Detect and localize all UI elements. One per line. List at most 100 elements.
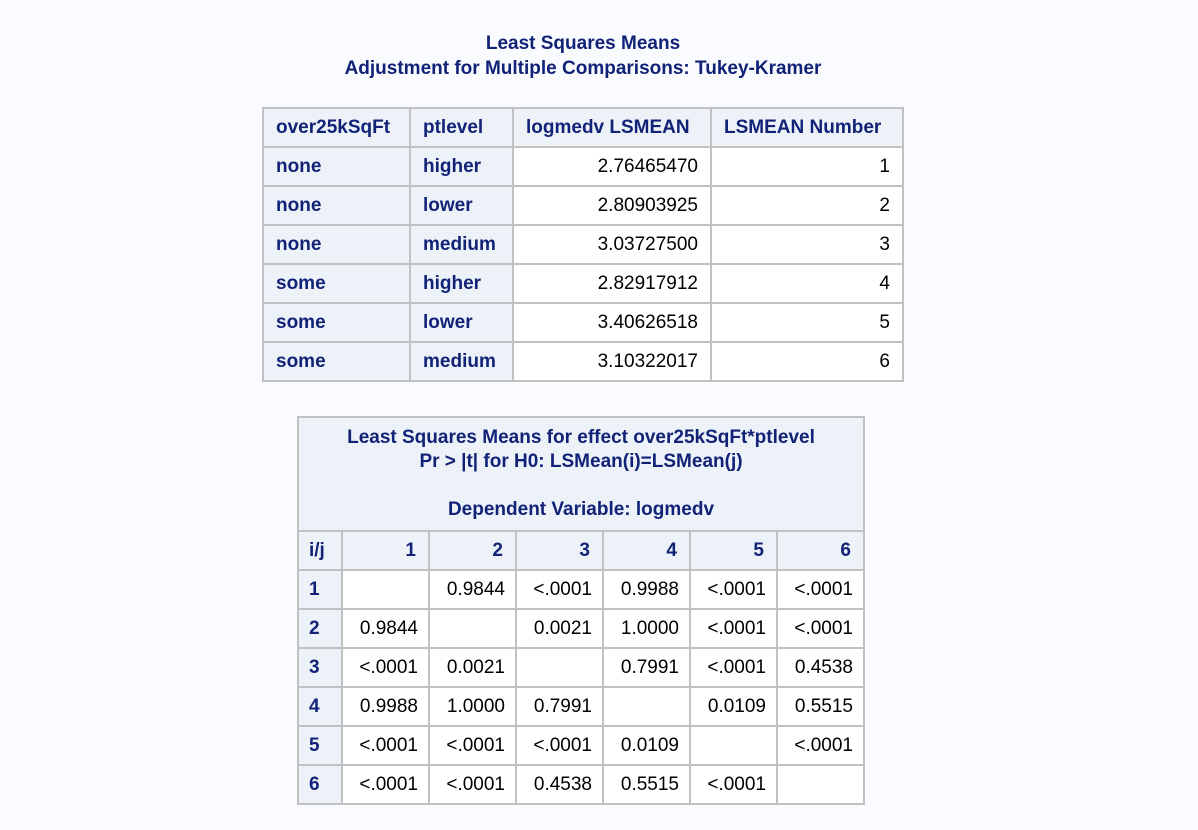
table-cell bbox=[776, 764, 865, 805]
table-row: none higher 2.76465470 1 bbox=[262, 146, 904, 187]
table-cell: <.0001 bbox=[689, 608, 778, 649]
table-cell: 0.9988 bbox=[602, 569, 691, 610]
table-cell: <.0001 bbox=[515, 569, 604, 610]
table-cell: <.0001 bbox=[341, 725, 430, 766]
row-header: some bbox=[262, 302, 411, 343]
column-header: logmedv LSMEAN bbox=[512, 107, 712, 148]
table-cell: 5 bbox=[710, 302, 904, 343]
table-cell: 0.0109 bbox=[602, 725, 691, 766]
column-header: ptlevel bbox=[409, 107, 514, 148]
table-cell bbox=[602, 686, 691, 727]
table-cell: 2.80903925 bbox=[512, 185, 712, 226]
row-header: 1 bbox=[297, 569, 343, 610]
table-cell: 0.0021 bbox=[515, 608, 604, 649]
caption-spacer bbox=[311, 474, 851, 498]
row-header: medium bbox=[409, 224, 514, 265]
table-cell: 3 bbox=[710, 224, 904, 265]
table-cell: 0.7991 bbox=[515, 686, 604, 727]
corner-header: i/j bbox=[297, 530, 343, 571]
table-cell: 3.10322017 bbox=[512, 341, 712, 382]
caption-line-1: Least Squares Means for effect over25kSq… bbox=[347, 427, 815, 448]
pvalue-header-row: i/j 1 2 3 4 5 6 bbox=[297, 530, 865, 571]
table-cell: <.0001 bbox=[515, 725, 604, 766]
column-header: 3 bbox=[515, 530, 604, 571]
table-row: none medium 3.03727500 3 bbox=[262, 224, 904, 265]
table-cell: <.0001 bbox=[341, 647, 430, 688]
column-header: 2 bbox=[428, 530, 517, 571]
table-row: 5 <.0001 <.0001 <.0001 0.0109 <.0001 bbox=[297, 725, 865, 766]
row-header: 3 bbox=[297, 647, 343, 688]
column-header: 6 bbox=[776, 530, 865, 571]
caption-line-2: Pr > |t| for H0: LSMean(i)=LSMean(j) bbox=[419, 451, 743, 472]
row-header: 6 bbox=[297, 764, 343, 805]
table-cell bbox=[341, 569, 430, 610]
table-cell: 0.9844 bbox=[341, 608, 430, 649]
row-header: medium bbox=[409, 341, 514, 382]
table-cell: 0.9844 bbox=[428, 569, 517, 610]
lsmeans-header-row: over25kSqFt ptlevel logmedv LSMEAN LSMEA… bbox=[262, 107, 904, 148]
table-cell: <.0001 bbox=[776, 608, 865, 649]
table-cell: 1.0000 bbox=[602, 608, 691, 649]
table-cell: 0.5515 bbox=[602, 764, 691, 805]
table-cell: 3.03727500 bbox=[512, 224, 712, 265]
table-cell: 0.4538 bbox=[776, 647, 865, 688]
row-header: 5 bbox=[297, 725, 343, 766]
table-row: 3 <.0001 0.0021 0.7991 <.0001 0.4538 bbox=[297, 647, 865, 688]
table-cell: <.0001 bbox=[689, 569, 778, 610]
pvalue-table: Least Squares Means for effect over25kSq… bbox=[297, 416, 865, 805]
column-header: LSMEAN Number bbox=[710, 107, 904, 148]
table-cell: 2 bbox=[710, 185, 904, 226]
table-cell bbox=[689, 725, 778, 766]
title-line-2: Adjustment for Multiple Comparisons: Tuk… bbox=[344, 58, 822, 79]
row-header: 2 bbox=[297, 608, 343, 649]
pvalue-caption-row: Least Squares Means for effect over25kSq… bbox=[297, 416, 865, 532]
table-cell bbox=[428, 608, 517, 649]
table-cell: 0.7991 bbox=[602, 647, 691, 688]
table-row: 4 0.9988 1.0000 0.7991 0.0109 0.5515 bbox=[297, 686, 865, 727]
row-header: some bbox=[262, 263, 411, 304]
table-cell: <.0001 bbox=[341, 764, 430, 805]
table-cell: <.0001 bbox=[428, 725, 517, 766]
table-cell bbox=[515, 647, 604, 688]
table-row: some medium 3.10322017 6 bbox=[262, 341, 904, 382]
row-header: lower bbox=[409, 185, 514, 226]
column-header: 1 bbox=[341, 530, 430, 571]
caption-line-3: Dependent Variable: logmedv bbox=[447, 499, 715, 520]
table-row: 2 0.9844 0.0021 1.0000 <.0001 <.0001 bbox=[297, 608, 865, 649]
row-header: some bbox=[262, 341, 411, 382]
row-header: 4 bbox=[297, 686, 343, 727]
row-header: none bbox=[262, 224, 411, 265]
row-header: lower bbox=[409, 302, 514, 343]
table-cell: <.0001 bbox=[689, 647, 778, 688]
column-header: 4 bbox=[602, 530, 691, 571]
table-cell: 2.76465470 bbox=[512, 146, 712, 187]
column-header: over25kSqFt bbox=[262, 107, 411, 148]
row-header: none bbox=[262, 146, 411, 187]
table-cell: 2.82917912 bbox=[512, 263, 712, 304]
table-cell: 3.40626518 bbox=[512, 302, 712, 343]
table-row: none lower 2.80903925 2 bbox=[262, 185, 904, 226]
table-row: some higher 2.82917912 4 bbox=[262, 263, 904, 304]
table-row: 6 <.0001 <.0001 0.4538 0.5515 <.0001 bbox=[297, 764, 865, 805]
table-cell: 0.0109 bbox=[689, 686, 778, 727]
table-cell: 0.4538 bbox=[515, 764, 604, 805]
lsmeans-table: over25kSqFt ptlevel logmedv LSMEAN LSMEA… bbox=[262, 107, 904, 382]
table-cell: <.0001 bbox=[689, 764, 778, 805]
table-cell: <.0001 bbox=[776, 725, 865, 766]
table-cell: <.0001 bbox=[776, 569, 865, 610]
table-cell: 0.5515 bbox=[776, 686, 865, 727]
row-header: higher bbox=[409, 263, 514, 304]
table-cell: 4 bbox=[710, 263, 904, 304]
column-header: 5 bbox=[689, 530, 778, 571]
row-header: higher bbox=[409, 146, 514, 187]
table-caption: Least Squares Means for effect over25kSq… bbox=[297, 416, 865, 532]
table-cell: 0.0021 bbox=[428, 647, 517, 688]
table-cell: 1.0000 bbox=[428, 686, 517, 727]
table-row: 1 0.9844 <.0001 0.9988 <.0001 <.0001 bbox=[297, 569, 865, 610]
table-cell: <.0001 bbox=[428, 764, 517, 805]
table-row: some lower 3.40626518 5 bbox=[262, 302, 904, 343]
table-cell: 6 bbox=[710, 341, 904, 382]
table-cell: 0.9988 bbox=[341, 686, 430, 727]
row-header: none bbox=[262, 185, 411, 226]
report-title: Least Squares Means Adjustment for Multi… bbox=[0, 31, 1166, 81]
